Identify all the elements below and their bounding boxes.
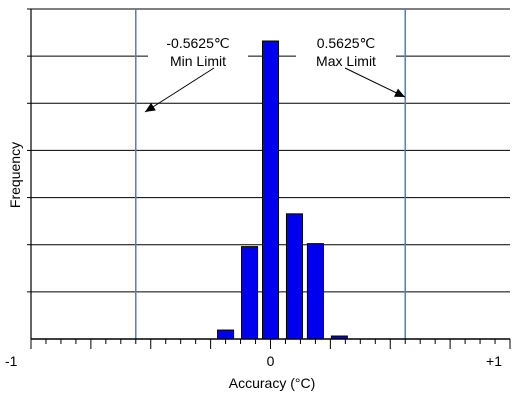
bars	[217, 40, 348, 340]
x-tick-label: +1	[486, 353, 502, 369]
limit-value-label: 0.5625℃	[317, 35, 376, 51]
x-tick-label: -1	[5, 353, 18, 369]
limit-label-background	[148, 32, 248, 70]
limit-name-label: Max Limit	[316, 53, 376, 69]
annotation-arrowhead	[394, 88, 405, 97]
limit-value-label: -0.5625℃	[166, 35, 229, 51]
annotation-arrow-line	[144, 67, 215, 113]
annotation-arrow-line	[344, 67, 406, 98]
histogram-bar	[241, 246, 259, 340]
limit-name-label: Min Limit	[170, 53, 226, 69]
x-axis-label: Accuracy (°C)	[229, 375, 316, 391]
x-tick-label: 0	[267, 353, 275, 369]
labels: Frequency Accuracy (°C) -1 0 +1 -0.5625℃ Min…	[5, 32, 502, 391]
limit-lines	[135, 9, 406, 339]
histogram-bar	[306, 243, 324, 340]
histogram-bar	[262, 40, 279, 340]
limit-label-background	[296, 32, 396, 70]
axes	[27, 8, 511, 349]
y-axis-label: Frequency	[7, 142, 23, 208]
histogram-bar	[285, 213, 303, 340]
histogram-bar	[217, 329, 235, 340]
annotation-arrowhead	[145, 102, 156, 112]
